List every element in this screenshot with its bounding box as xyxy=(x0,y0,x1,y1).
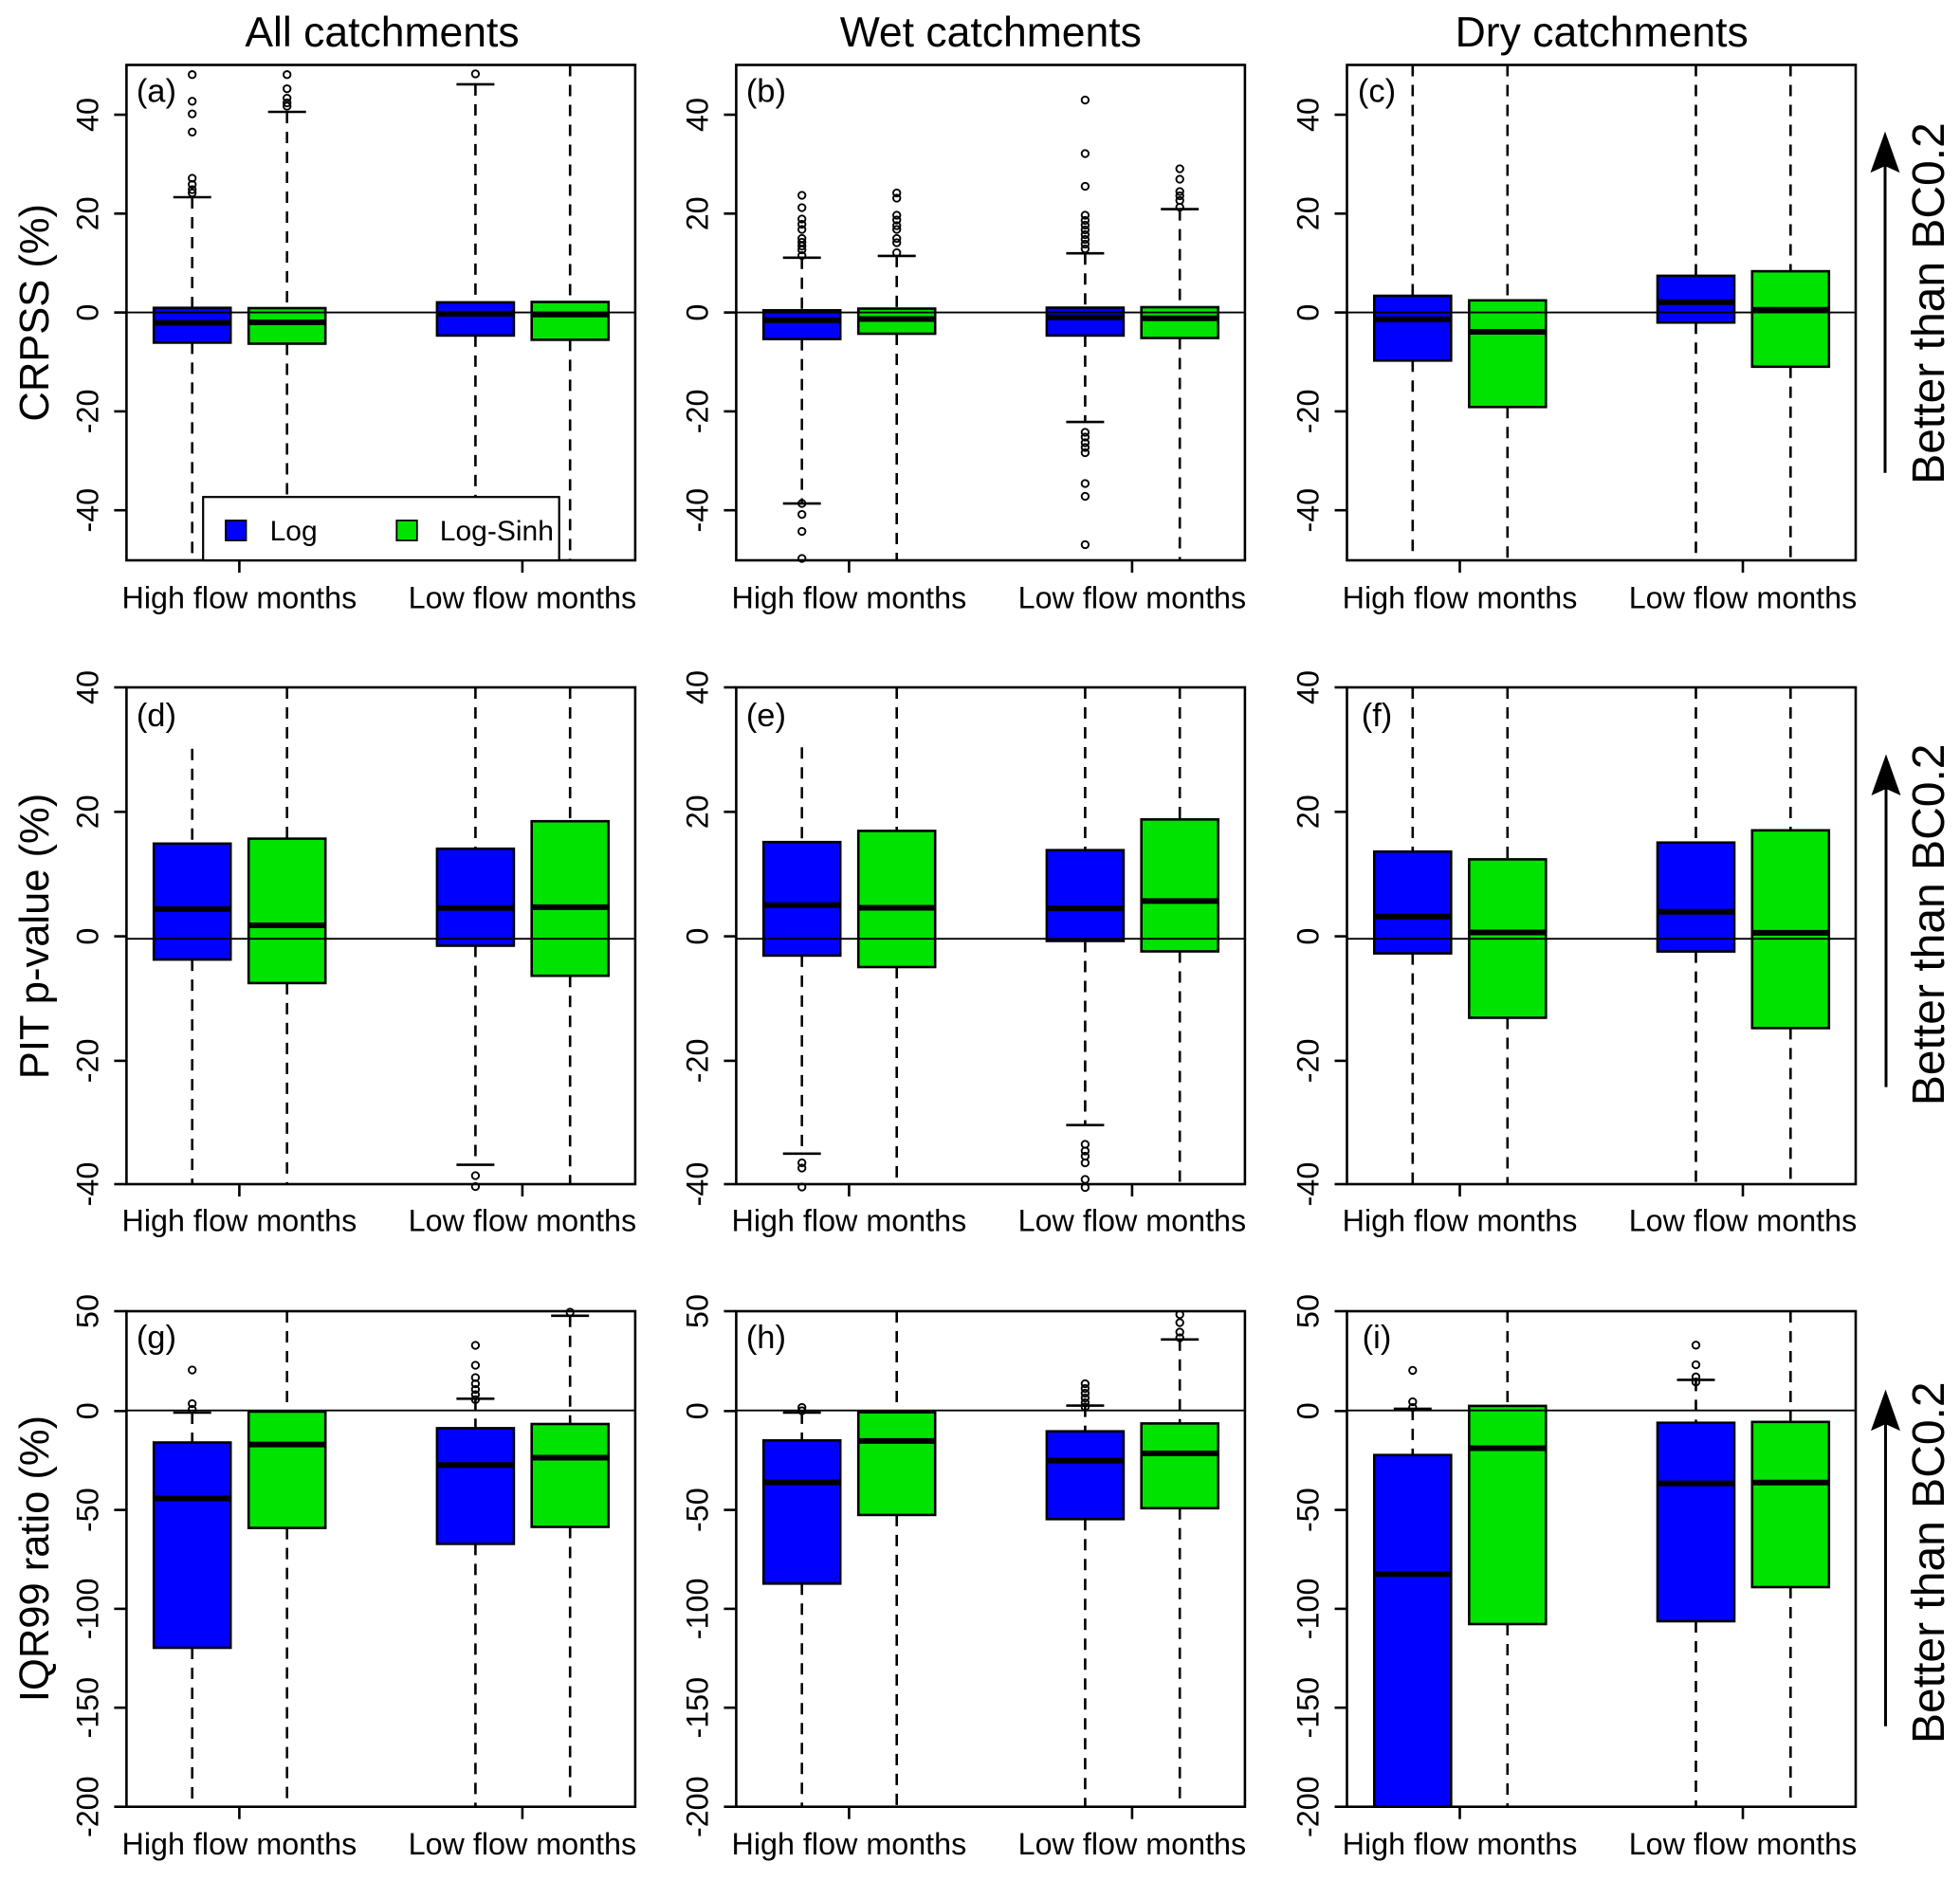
svg-text:20: 20 xyxy=(1291,794,1326,829)
svg-text:Dry catchments: Dry catchments xyxy=(1456,9,1749,56)
svg-text:High flow months: High flow months xyxy=(1343,580,1578,614)
svg-text:-40: -40 xyxy=(680,1162,714,1207)
svg-text:-40: -40 xyxy=(1291,488,1326,533)
svg-text:50: 50 xyxy=(680,1294,714,1328)
svg-text:-40: -40 xyxy=(70,1162,104,1207)
svg-text:High flow months: High flow months xyxy=(1343,1827,1578,1861)
svg-text:20: 20 xyxy=(680,196,714,230)
svg-text:Low flow months: Low flow months xyxy=(409,580,637,614)
svg-text:-50: -50 xyxy=(70,1488,104,1532)
svg-text:20: 20 xyxy=(70,196,104,230)
svg-text:-100: -100 xyxy=(1291,1579,1326,1640)
svg-text:Low flow months: Low flow months xyxy=(1629,1204,1858,1238)
svg-text:0: 0 xyxy=(70,1402,104,1419)
svg-text:All catchments: All catchments xyxy=(245,9,519,56)
svg-text:Low flow months: Low flow months xyxy=(1018,1827,1247,1861)
svg-text:Wet catchments: Wet catchments xyxy=(840,9,1142,56)
svg-text:40: 40 xyxy=(1291,98,1326,132)
svg-text:(h): (h) xyxy=(746,1320,786,1356)
svg-text:Better than BC0.2: Better than BC0.2 xyxy=(1904,122,1954,484)
svg-text:40: 40 xyxy=(1291,670,1326,704)
svg-text:-20: -20 xyxy=(70,390,104,434)
svg-text:(f): (f) xyxy=(1362,698,1393,734)
svg-text:0: 0 xyxy=(1291,928,1326,945)
svg-text:-50: -50 xyxy=(1291,1488,1326,1532)
svg-text:High flow months: High flow months xyxy=(732,1827,967,1861)
svg-text:-150: -150 xyxy=(70,1677,104,1739)
svg-text:0: 0 xyxy=(680,304,714,321)
svg-text:(i): (i) xyxy=(1363,1320,1392,1356)
svg-text:40: 40 xyxy=(680,670,714,704)
svg-text:40: 40 xyxy=(70,98,104,132)
svg-text:40: 40 xyxy=(680,98,714,132)
svg-text:PIT p-value (%): PIT p-value (%) xyxy=(12,794,58,1079)
svg-text:-100: -100 xyxy=(70,1579,104,1640)
svg-text:Low flow months: Low flow months xyxy=(409,1827,637,1861)
svg-text:0: 0 xyxy=(680,1402,714,1419)
svg-text:CRPSS (%): CRPSS (%) xyxy=(12,204,58,422)
svg-text:Log: Log xyxy=(270,516,318,547)
svg-text:-40: -40 xyxy=(1291,1162,1326,1207)
svg-text:20: 20 xyxy=(680,794,714,829)
svg-text:High flow months: High flow months xyxy=(122,1827,357,1861)
svg-text:-40: -40 xyxy=(680,488,714,533)
svg-text:Low flow months: Low flow months xyxy=(1629,1827,1858,1861)
svg-text:IQR99 ratio (%): IQR99 ratio (%) xyxy=(12,1415,58,1702)
svg-text:(c): (c) xyxy=(1358,74,1396,110)
svg-text:-20: -20 xyxy=(680,1039,714,1084)
svg-text:-20: -20 xyxy=(1291,1039,1326,1084)
svg-text:(g): (g) xyxy=(137,1320,176,1356)
svg-text:High flow months: High flow months xyxy=(122,1204,357,1238)
svg-text:High flow months: High flow months xyxy=(732,1204,967,1238)
svg-text:-200: -200 xyxy=(1291,1776,1326,1837)
svg-text:-20: -20 xyxy=(70,1039,104,1084)
svg-text:High flow months: High flow months xyxy=(732,580,967,614)
svg-text:40: 40 xyxy=(70,670,104,704)
svg-text:Low flow months: Low flow months xyxy=(409,1204,637,1238)
svg-text:0: 0 xyxy=(1291,1402,1326,1419)
svg-text:50: 50 xyxy=(1291,1294,1326,1328)
svg-text:-100: -100 xyxy=(680,1579,714,1640)
svg-text:-50: -50 xyxy=(680,1488,714,1532)
svg-text:(e): (e) xyxy=(746,698,786,734)
svg-text:Low flow months: Low flow months xyxy=(1629,580,1858,614)
svg-text:-150: -150 xyxy=(1291,1677,1326,1739)
svg-text:Better than BC0.2: Better than BC0.2 xyxy=(1904,1381,1954,1744)
svg-text:Low flow months: Low flow months xyxy=(1018,1204,1247,1238)
svg-text:(b): (b) xyxy=(746,74,786,110)
svg-text:-40: -40 xyxy=(70,488,104,533)
svg-text:50: 50 xyxy=(70,1294,104,1328)
svg-text:Low flow months: Low flow months xyxy=(1018,580,1247,614)
svg-text:20: 20 xyxy=(70,794,104,829)
svg-text:Better than BC0.2: Better than BC0.2 xyxy=(1904,744,1954,1106)
svg-text:-150: -150 xyxy=(680,1677,714,1739)
svg-text:0: 0 xyxy=(680,928,714,945)
svg-text:-20: -20 xyxy=(680,390,714,434)
svg-text:(d): (d) xyxy=(137,698,176,734)
svg-text:High flow months: High flow months xyxy=(122,580,357,614)
svg-text:0: 0 xyxy=(70,304,104,321)
svg-text:0: 0 xyxy=(70,928,104,945)
svg-text:Log-Sinh: Log-Sinh xyxy=(440,516,554,547)
svg-text:(a): (a) xyxy=(137,74,176,110)
svg-text:-20: -20 xyxy=(1291,390,1326,434)
svg-text:20: 20 xyxy=(1291,196,1326,230)
svg-text:-200: -200 xyxy=(680,1776,714,1837)
svg-text:0: 0 xyxy=(1291,304,1326,321)
svg-text:-200: -200 xyxy=(70,1776,104,1837)
svg-text:High flow months: High flow months xyxy=(1343,1204,1578,1238)
